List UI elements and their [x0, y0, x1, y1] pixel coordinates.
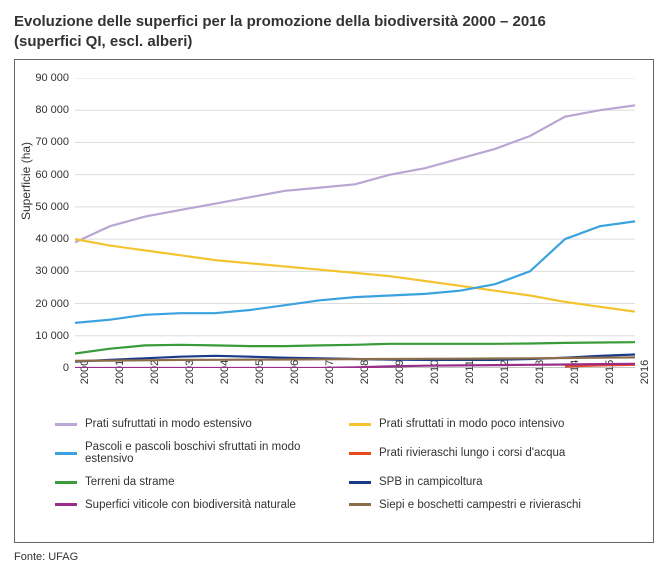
- legend-swatch: [55, 452, 77, 455]
- legend-label: Pascoli e pascoli boschivi sfruttati in …: [85, 441, 341, 466]
- legend-swatch: [55, 481, 77, 484]
- series-terreni_strame: [75, 342, 635, 353]
- title-line-2: (superfici QI, escl. alberi): [14, 33, 192, 50]
- legend-swatch: [349, 452, 371, 455]
- y-tick-label: 50 000: [19, 201, 69, 213]
- chart-container: Superficie (ha) 010 00020 00030 00040 00…: [14, 59, 654, 543]
- legend-item-terreni_strame: Terreni da strame: [55, 476, 341, 489]
- legend-item-prati_poco_intensivo: Prati sfruttati in modo poco intensivo: [349, 418, 635, 431]
- legend-swatch: [55, 423, 77, 426]
- legend-swatch: [349, 423, 371, 426]
- chart-svg: [75, 78, 635, 368]
- y-tick-label: 10 000: [19, 330, 69, 342]
- title-line-1: Evoluzione delle superfici per la promoz…: [14, 13, 546, 30]
- y-tick-label: 40 000: [19, 233, 69, 245]
- legend-label: SPB in campicoltura: [379, 476, 483, 489]
- legend-swatch: [55, 503, 77, 506]
- y-tick-label: 30 000: [19, 265, 69, 277]
- x-tick-label: 2016: [639, 360, 651, 384]
- chart-title: Evoluzione delle superfici per la promoz…: [14, 12, 654, 51]
- y-tick-label: 90 000: [19, 72, 69, 84]
- legend: Prati sufruttati in modo estensivo Prati …: [55, 418, 635, 511]
- y-tick-label: 80 000: [19, 104, 69, 116]
- legend-label: Prati rivieraschi lungo i corsi d'acqua: [379, 447, 565, 460]
- series-prati_estensivo: [75, 105, 635, 242]
- y-tick-label: 0: [19, 362, 69, 374]
- legend-swatch: [349, 503, 371, 506]
- legend-item-prati_rivieraschi: Prati rivieraschi lungo i corsi d'acqua: [349, 441, 635, 466]
- y-tick-label: 70 000: [19, 136, 69, 148]
- series-viticole: [75, 364, 635, 368]
- legend-item-spb_campicoltura: SPB in campicoltura: [349, 476, 635, 489]
- source-label: Fonte: UFAG: [14, 551, 654, 563]
- legend-label: Superfici viticole con biodiversità natu…: [85, 499, 296, 512]
- legend-label: Siepi e boschetti campestri e rivierasch…: [379, 499, 581, 512]
- plot-area: [75, 78, 635, 368]
- legend-label: Prati sfruttati in modo poco intensivo: [379, 418, 564, 431]
- legend-item-pascoli_estensivo: Pascoli e pascoli boschivi sfruttati in …: [55, 441, 341, 466]
- legend-swatch: [349, 481, 371, 484]
- series-prati_poco_intensivo: [75, 239, 635, 312]
- legend-label: Terreni da strame: [85, 476, 174, 489]
- legend-label: Prati sufruttati in modo estensivo: [85, 418, 252, 431]
- y-tick-label: 60 000: [19, 169, 69, 181]
- legend-item-prati_estensivo: Prati sufruttati in modo estensivo: [55, 418, 341, 431]
- legend-item-siepi: Siepi e boschetti campestri e rivierasch…: [349, 499, 635, 512]
- legend-item-viticole: Superfici viticole con biodiversità natu…: [55, 499, 341, 512]
- y-tick-label: 20 000: [19, 298, 69, 310]
